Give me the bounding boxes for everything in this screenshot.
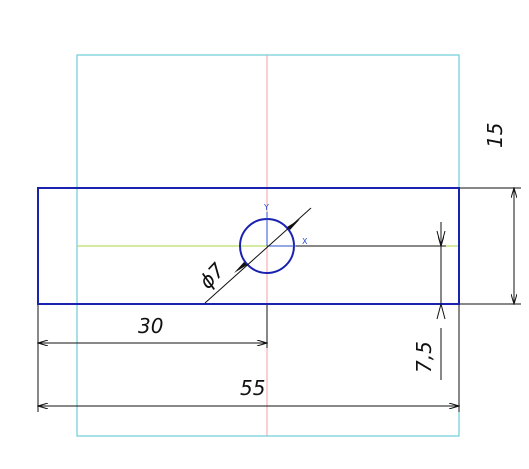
- dim-arrow-7-5-center: [436, 230, 446, 247]
- dim-label-7-5: 7,5: [412, 341, 436, 373]
- diameter-arrow-upper: [287, 219, 300, 230]
- diameter-arrow-lower: [234, 262, 247, 273]
- dim-label-55: 55: [240, 376, 265, 400]
- y-axis-label: Y: [263, 203, 269, 212]
- coordinate-marker: Y X: [263, 203, 308, 247]
- dim-label-15: 15: [483, 123, 507, 148]
- dim-label-30: 30: [138, 314, 163, 338]
- hole-diameter-label: ϕ7: [194, 258, 229, 294]
- x-axis-label: X: [302, 237, 308, 246]
- dim-arrow-7-5-lower: [436, 303, 446, 320]
- part-outline: [37, 187, 460, 305]
